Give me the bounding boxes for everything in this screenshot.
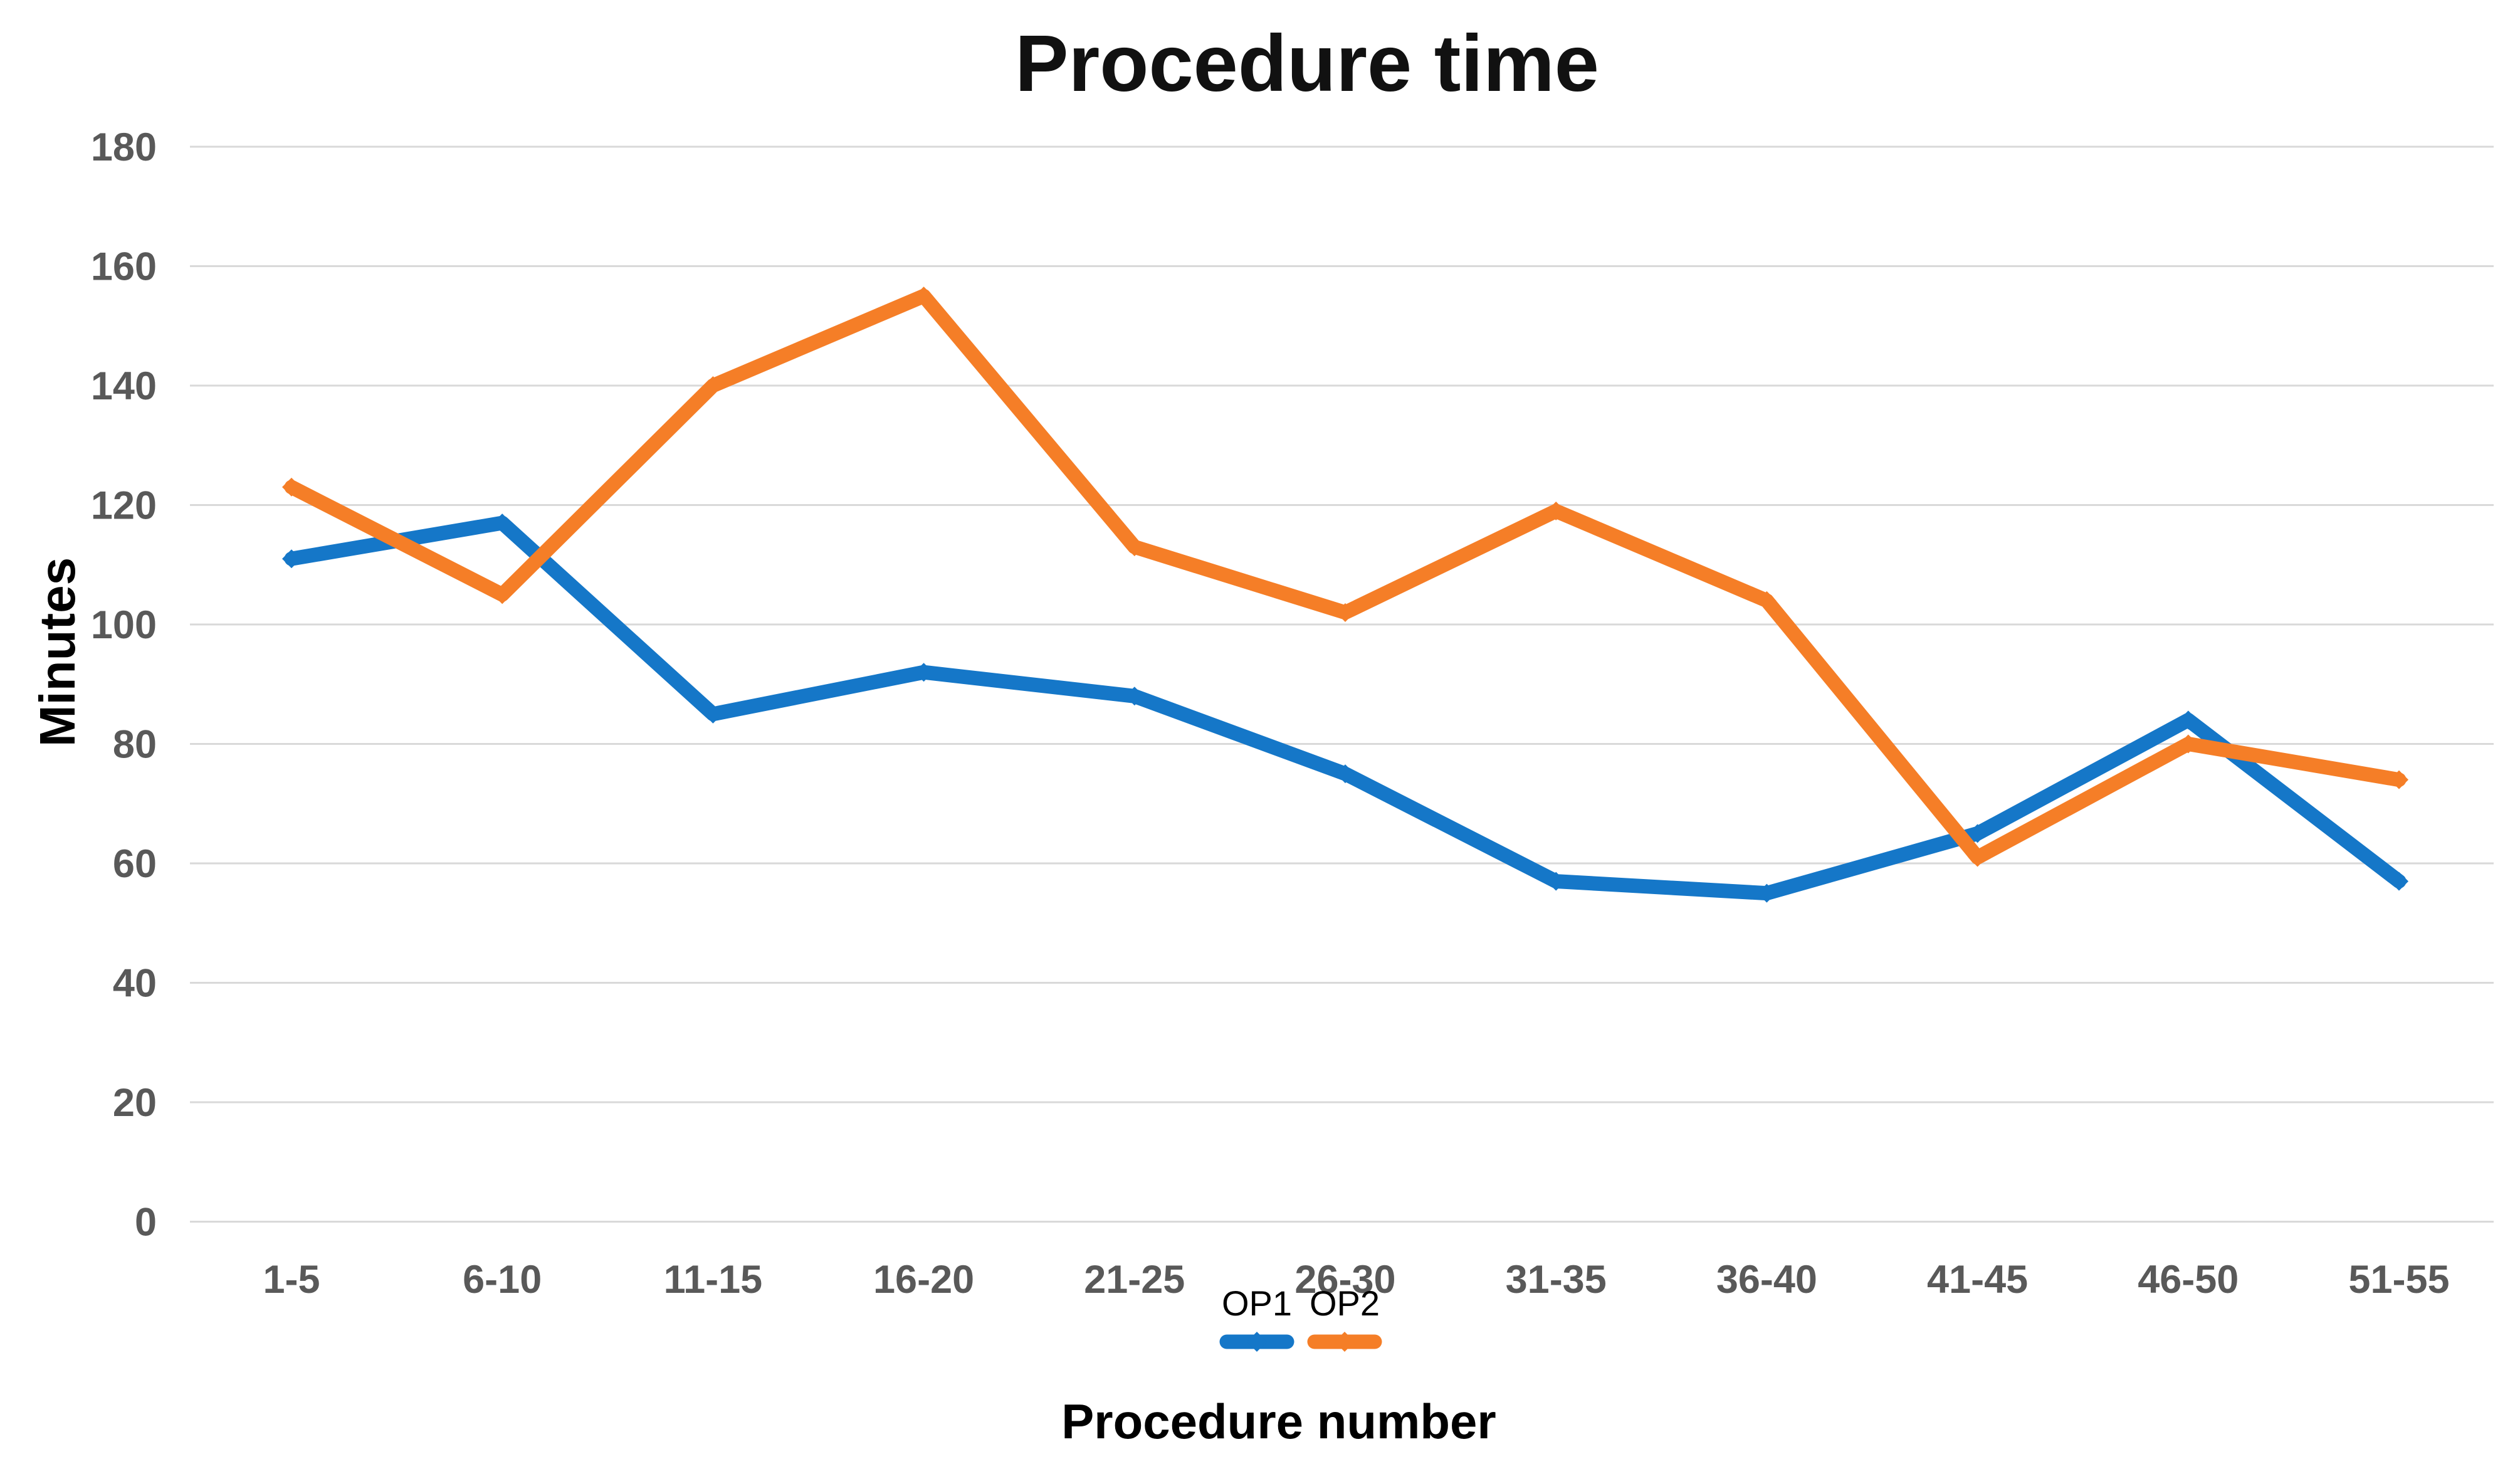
x-tick-label: 26-30 <box>1294 1258 1395 1302</box>
y-tick-label: 80 <box>113 723 157 767</box>
y-tick-labels: 0 20 40 60 80 100 120 140 160 180 <box>91 125 157 1245</box>
data-point-marker <box>1546 872 1566 891</box>
series-op1-line <box>284 515 2407 901</box>
x-tick-label: 36-40 <box>1716 1258 1817 1302</box>
data-point-marker <box>282 549 301 569</box>
data-point-marker <box>1336 764 1355 784</box>
x-tick-label: 1-5 <box>263 1258 320 1302</box>
gridlines <box>190 145 2494 1223</box>
y-tick-label: 60 <box>113 842 157 886</box>
y-tick-label: 20 <box>113 1081 157 1125</box>
y-tick-label: 100 <box>91 603 157 647</box>
y-axis-title: Minutes <box>29 557 85 747</box>
legend-label-op1: OP1 <box>1221 1283 1293 1323</box>
data-point-marker <box>914 663 933 682</box>
legend-item-op2: OP2 <box>1307 1283 1382 1356</box>
y-tick-label: 140 <box>91 364 157 408</box>
x-tick-label: 16-20 <box>873 1258 974 1302</box>
op1-line-swatch-icon <box>1219 1331 1294 1352</box>
x-tick-label: 21-25 <box>1084 1258 1185 1302</box>
y-tick-label: 0 <box>135 1201 157 1245</box>
op2-line-swatch-icon <box>1307 1331 1382 1352</box>
data-point-marker <box>2178 734 2198 754</box>
data-point-marker <box>493 514 512 533</box>
x-axis-title: Procedure number <box>1061 1394 1496 1449</box>
series-op1-markers <box>282 514 2408 903</box>
y-tick-label: 40 <box>113 962 157 1006</box>
data-point-marker <box>703 704 723 724</box>
data-point-marker <box>703 376 723 395</box>
chart-title: Procedure time <box>1015 19 1599 108</box>
x-tick-labels: 1-5 6-10 11-15 16-20 21-25 26-30 31-35 36-40 41-… <box>263 1258 2449 1302</box>
data-point-marker <box>2178 710 2198 730</box>
data-point-marker <box>1546 502 1566 521</box>
data-point-marker <box>1125 537 1144 557</box>
data-point-marker <box>2390 872 2408 891</box>
y-tick-label: 160 <box>91 245 157 289</box>
legend-label-op2: OP2 <box>1309 1283 1380 1323</box>
data-point-marker <box>282 477 301 497</box>
y-tick-label: 180 <box>91 125 157 169</box>
x-tick-label: 46-50 <box>2138 1258 2239 1302</box>
x-tick-label: 31-35 <box>1506 1258 1607 1302</box>
series-op2-markers <box>282 287 2408 867</box>
x-tick-label: 6-10 <box>463 1258 542 1302</box>
data-point-marker <box>493 585 512 604</box>
data-point-marker <box>2390 770 2408 789</box>
legend-item-op1: OP1 <box>1219 1283 1294 1356</box>
data-point-marker <box>1968 848 1987 867</box>
data-point-marker <box>1125 687 1144 706</box>
x-tick-label: 11-15 <box>664 1258 763 1302</box>
data-point-marker <box>1757 883 1777 903</box>
data-point-marker <box>1757 591 1777 610</box>
data-point-marker <box>914 287 933 306</box>
legend: OP1 OP2 <box>1219 1283 1382 1356</box>
x-tick-label: 41-45 <box>1927 1258 2028 1302</box>
y-tick-label: 120 <box>91 484 157 528</box>
data-point-marker <box>1336 603 1355 622</box>
x-tick-label: 51-55 <box>2348 1258 2449 1302</box>
data-point-marker <box>1968 824 1987 843</box>
